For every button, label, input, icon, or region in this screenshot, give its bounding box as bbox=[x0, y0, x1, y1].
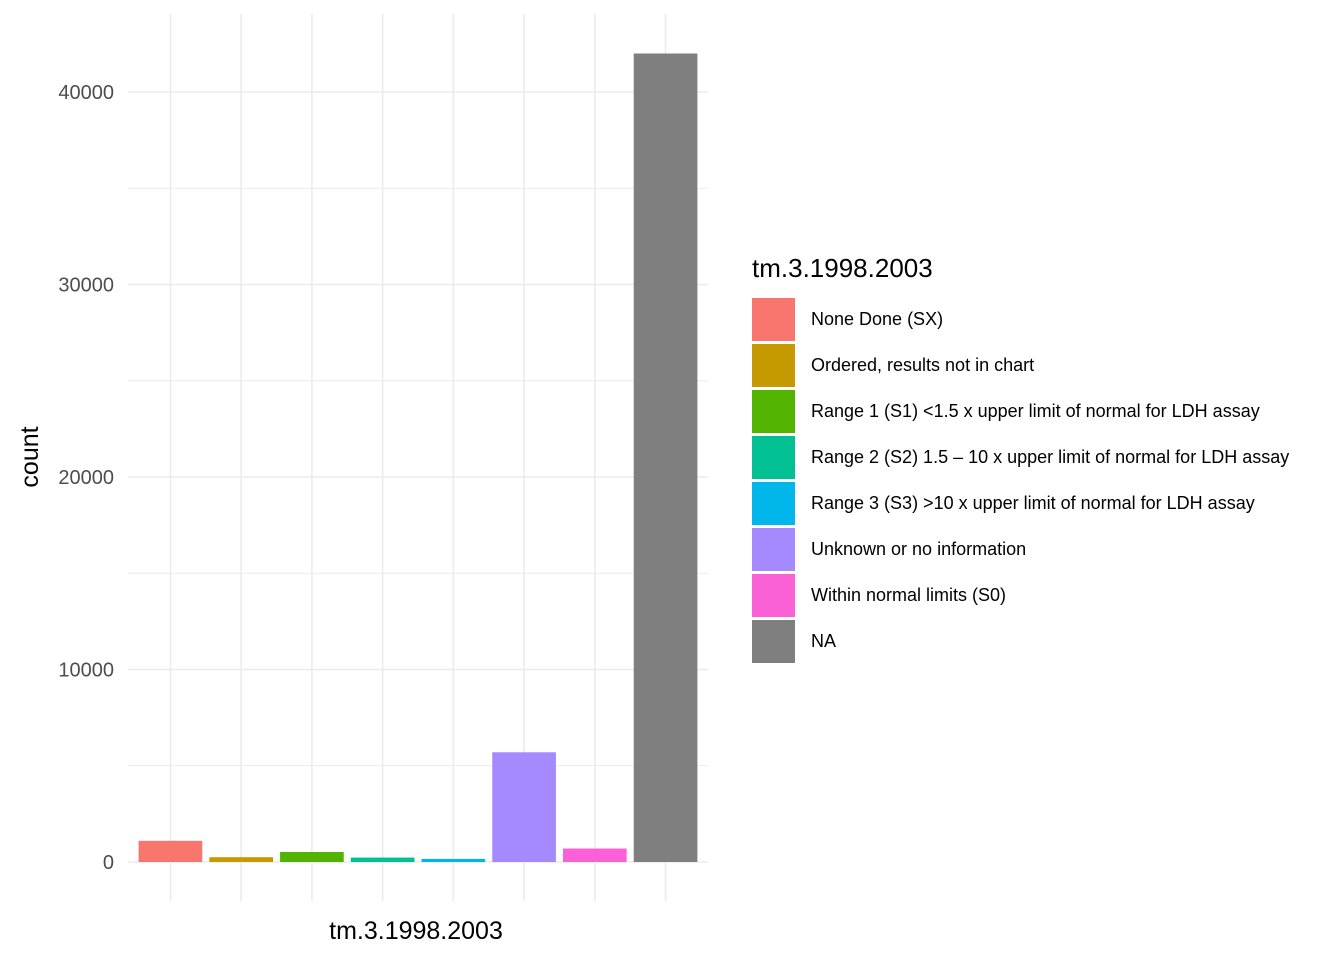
y-axis-ticks: 0 10000 20000 30000 40000 bbox=[58, 82, 114, 874]
bar-4 bbox=[350, 857, 415, 862]
legend-key-swatch bbox=[752, 527, 795, 571]
legend-item: None Done (SX) bbox=[752, 296, 1289, 342]
bar-2 bbox=[209, 857, 273, 862]
bar-1 bbox=[138, 840, 203, 862]
bar-6 bbox=[492, 752, 556, 862]
legend-item: Range 3 (S3) >10 x upper limit of normal… bbox=[752, 480, 1289, 526]
bar-5 bbox=[421, 858, 486, 862]
y-tick-label: 10000 bbox=[58, 660, 114, 682]
y-axis-title: count bbox=[16, 426, 44, 487]
legend-key-swatch bbox=[752, 343, 795, 387]
legend-label: Range 3 (S3) >10 x upper limit of normal… bbox=[811, 492, 1255, 513]
bar-8 bbox=[633, 53, 698, 862]
y-tick-label: 40000 bbox=[58, 82, 114, 104]
legend-key-swatch bbox=[752, 389, 795, 433]
legend-title: tm.3.1998.2003 bbox=[752, 253, 933, 283]
y-tick-label: 0 bbox=[103, 852, 114, 874]
legend-item: Ordered, results not in chart bbox=[752, 342, 1289, 388]
y-tick-label: 30000 bbox=[58, 275, 114, 297]
bars bbox=[138, 53, 698, 862]
grid bbox=[128, 14, 708, 901]
legend-item: Within normal limits (S0) bbox=[752, 572, 1289, 618]
legend-label: Unknown or no information bbox=[811, 538, 1027, 559]
legend-label: None Done (SX) bbox=[811, 308, 944, 329]
legend-key-swatch bbox=[752, 481, 795, 525]
legend-key-swatch bbox=[752, 573, 795, 617]
legend-label: Range 2 (S2) 1.5 – 10 x upper limit of n… bbox=[811, 446, 1290, 467]
legend: tm.3.1998.2003 None Done (SX) Ordered, re… bbox=[752, 252, 1289, 664]
legend-key-swatch bbox=[752, 619, 795, 663]
bar-7 bbox=[563, 848, 627, 862]
legend-label: Range 1 (S1) <1.5 x upper limit of norma… bbox=[811, 400, 1260, 421]
x-axis-title: tm.3.1998.2003 bbox=[329, 917, 503, 945]
legend-item: Range 1 (S1) <1.5 x upper limit of norma… bbox=[752, 388, 1289, 434]
bar-3 bbox=[280, 851, 344, 862]
legend-item: Range 2 (S2) 1.5 – 10 x upper limit of n… bbox=[752, 434, 1289, 480]
y-tick-label: 20000 bbox=[58, 467, 114, 489]
legend-label: Within normal limits (S0) bbox=[811, 584, 1007, 605]
legend-item: NA bbox=[752, 618, 1289, 664]
legend-label: Ordered, results not in chart bbox=[811, 354, 1035, 375]
legend-items: None Done (SX) Ordered, results not in ch… bbox=[752, 296, 1289, 664]
legend-key-swatch bbox=[752, 435, 795, 479]
legend-label: NA bbox=[811, 630, 837, 651]
legend-item: Unknown or no information bbox=[752, 526, 1289, 572]
legend-key-swatch bbox=[752, 297, 795, 341]
